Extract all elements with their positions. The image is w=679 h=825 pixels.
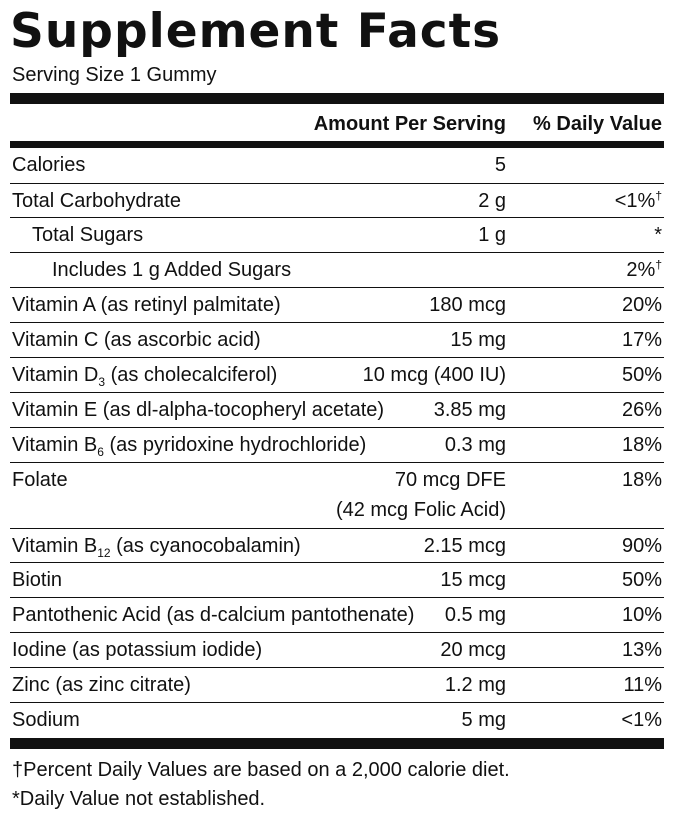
nutrient-daily-value: 90% <box>621 535 662 557</box>
table-row: Pantothenic Acid (as d-calcium pantothen… <box>10 598 664 633</box>
table-row: Iodine (as potassium iodide) 20 mcg 13% <box>10 633 664 668</box>
amount-per-serving-header: Amount Per Serving <box>313 113 506 135</box>
nutrient-amount: 0.5 mg <box>444 604 506 626</box>
nutrient-name: Pantothenic Acid (as d-calcium pantothen… <box>12 604 415 626</box>
nutrient-name: Vitamin B6 (as pyridoxine hydrochloride) <box>12 434 367 459</box>
nutrient-amount: 1 g <box>478 224 506 246</box>
column-header-row: Amount Per Serving % Daily Value <box>10 106 664 148</box>
nutrient-name: Total Carbohydrate <box>12 190 181 212</box>
nutrient-amount: 0.3 mg <box>444 434 506 456</box>
nutrient-name: Biotin <box>12 569 63 591</box>
table-row: Includes 1 g Added Sugars 2%† <box>10 253 664 288</box>
daily-value-header: % Daily Value <box>533 113 662 135</box>
nutrient-name: Folate <box>12 469 68 491</box>
nutrient-amount: 5 <box>494 154 506 176</box>
table-row: Sodium 5 mg <1% <box>10 703 664 738</box>
nutrient-amount-line2: (42 mcg Folic Acid) <box>335 499 506 521</box>
nutrient-amount: 3.85 mg <box>433 399 506 421</box>
nutrient-daily-value: 50% <box>621 364 662 386</box>
table-row: Vitamin E (as dl-alpha-tocopheryl acetat… <box>10 393 664 428</box>
table-row: Vitamin A (as retinyl palmitate) 180 mcg 2… <box>10 288 664 323</box>
table-row: Total Sugars 1 g * <box>10 218 664 253</box>
nutrient-daily-value: 26% <box>621 399 662 421</box>
nutrient-daily-value: 18% <box>621 434 662 456</box>
table-row: Biotin 15 mcg 50% <box>10 563 664 598</box>
nutrient-name: Total Sugars <box>32 224 144 246</box>
header-divider-bar <box>10 141 664 148</box>
nutrient-amount: 2 g <box>478 190 506 212</box>
serving-size: Serving Size 1 Gummy <box>12 64 217 86</box>
nutrient-amount: 20 mcg <box>440 639 506 661</box>
nutrient-amount: 2.15 mcg <box>423 535 506 557</box>
nutrient-amount: 15 mg <box>450 329 506 351</box>
nutrient-amount: 5 mg <box>461 709 506 731</box>
table-row: Total Carbohydrate 2 g <1%† <box>10 184 664 218</box>
nutrient-daily-value: 13% <box>621 639 662 661</box>
nutrient-amount: 15 mcg <box>440 569 506 591</box>
bottom-divider-bar <box>10 738 664 749</box>
table-row: Folate 70 mcg DFE (42 mcg Folic Acid) 18% <box>10 463 664 529</box>
nutrient-amount: 10 mcg (400 IU) <box>362 364 506 386</box>
nutrient-amount: 1.2 mg <box>444 674 506 696</box>
nutrient-daily-value: 50% <box>621 569 662 591</box>
top-divider-bar <box>10 93 664 104</box>
nutrient-name: Calories <box>12 154 86 176</box>
nutrient-name: Vitamin D3 (as cholecalciferol) <box>12 364 278 389</box>
nutrient-daily-value: 10% <box>621 604 662 626</box>
nutrient-name: Vitamin A (as retinyl palmitate) <box>12 294 281 316</box>
table-row: Vitamin B12 (as cyanocobalamin) 2.15 mcg 9… <box>10 529 664 563</box>
nutrient-name: Includes 1 g Added Sugars <box>52 259 292 281</box>
nutrient-daily-value: <1%† <box>614 188 662 212</box>
nutrient-name: Iodine (as potassium iodide) <box>12 639 263 661</box>
table-row: Vitamin B6 (as pyridoxine hydrochloride)… <box>10 428 664 463</box>
nutrient-name: Vitamin B12 (as cyanocobalamin) <box>12 535 301 560</box>
nutrient-amount: 70 mcg DFE <box>394 469 506 491</box>
nutrient-name: Vitamin C (as ascorbic acid) <box>12 329 261 351</box>
nutrient-daily-value: <1% <box>621 709 662 731</box>
table-row: Calories 5 <box>10 148 664 184</box>
table-row: Zinc (as zinc citrate) 1.2 mg 11% <box>10 668 664 703</box>
nutrient-daily-value: 2%† <box>626 257 662 281</box>
nutrient-name: Vitamin E (as dl-alpha-tocopheryl acetat… <box>12 399 385 421</box>
nutrient-daily-value: * <box>654 224 662 246</box>
nutrient-daily-value: 20% <box>621 294 662 316</box>
nutrient-daily-value: 11% <box>623 674 662 696</box>
footnote-percent: †Percent Daily Values are based on a 2,0… <box>12 759 510 781</box>
footnote-not-established: *Daily Value not established. <box>12 788 266 810</box>
table-row: Vitamin C (as ascorbic acid) 15 mg 17% <box>10 323 664 358</box>
nutrient-name: Sodium <box>12 709 80 731</box>
nutrient-name: Zinc (as zinc citrate) <box>12 674 191 696</box>
nutrient-amount: 180 mcg <box>429 294 506 316</box>
nutrient-daily-value: 17% <box>621 329 662 351</box>
nutrient-daily-value: 18% <box>621 469 662 491</box>
panel-title: Supplement Facts <box>10 4 502 59</box>
table-row: Vitamin D3 (as cholecalciferol) 10 mcg (4… <box>10 358 664 393</box>
